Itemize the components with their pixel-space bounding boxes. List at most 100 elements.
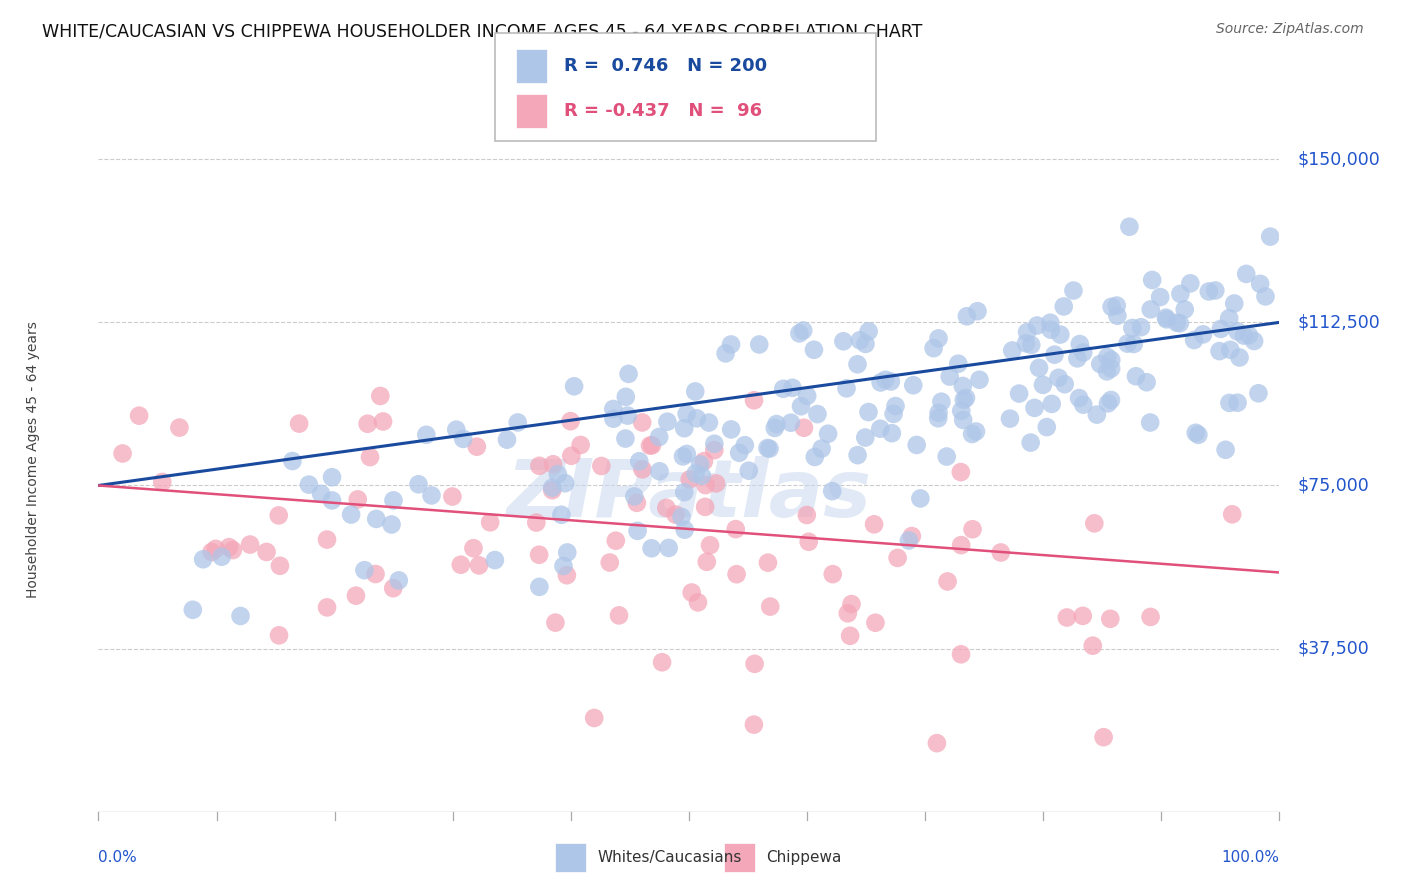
Point (695, 478, 717, 492)
Point (599, 556, 621, 570)
Point (657, 415, 679, 429)
Point (998, 411, 1021, 425)
Point (446, 423, 468, 437)
Point (869, 376, 891, 390)
Point (853, 431, 876, 445)
Point (560, 414, 582, 428)
Point (648, 464, 671, 478)
Point (111, 446, 134, 460)
Text: Householder Income Ages 45 - 64 years: Householder Income Ages 45 - 64 years (27, 321, 41, 598)
Point (1198, 285, 1220, 299)
Point (321, 470, 343, 484)
Point (468, 558, 491, 573)
Point (555, 545, 578, 559)
Point (765, 417, 787, 431)
Point (626, 524, 648, 538)
Point (1019, 338, 1042, 352)
Point (1040, 397, 1063, 411)
Point (759, 599, 782, 614)
Point (905, 438, 928, 452)
Point (382, 493, 405, 508)
Point (763, 421, 786, 435)
Point (686, 595, 709, 609)
Point (371, 414, 394, 428)
Point (839, 629, 862, 643)
Point (316, 600, 339, 615)
Point (641, 438, 664, 452)
Point (617, 367, 640, 381)
Point (340, 508, 363, 522)
Point (841, 597, 863, 611)
Point (782, 381, 804, 395)
Point (527, 548, 550, 562)
Point (1125, 369, 1147, 384)
Text: $150,000: $150,000 (1298, 150, 1379, 169)
Point (1053, 300, 1076, 314)
Point (1218, 311, 1240, 326)
Point (1049, 327, 1071, 342)
Point (1071, 608, 1094, 623)
Point (631, 416, 654, 430)
Point (239, 538, 262, 552)
Point (1099, 353, 1122, 368)
Point (1085, 408, 1108, 422)
Point (883, 407, 905, 421)
Point (837, 607, 859, 621)
Point (555, 568, 578, 582)
Text: Whites/Caucasians: Whites/Caucasians (598, 850, 742, 865)
Point (638, 439, 661, 453)
Point (211, 549, 233, 564)
Point (288, 417, 311, 431)
Point (810, 442, 832, 456)
Point (821, 567, 844, 582)
Point (935, 450, 957, 464)
Point (952, 379, 974, 393)
Point (655, 500, 678, 515)
Text: $75,000: $75,000 (1298, 476, 1369, 494)
Point (792, 324, 814, 338)
Point (804, 450, 827, 464)
Point (1026, 318, 1049, 333)
Point (685, 467, 707, 481)
Text: R = -0.437   N =  96: R = -0.437 N = 96 (564, 102, 762, 120)
Point (382, 581, 405, 595)
Point (1028, 360, 1050, 375)
Point (569, 438, 592, 452)
Point (218, 540, 240, 554)
Point (602, 402, 624, 417)
Point (524, 516, 547, 530)
Point (1168, 316, 1191, 330)
Point (1066, 351, 1088, 366)
Point (1154, 310, 1177, 325)
Point (699, 538, 721, 552)
Point (806, 407, 828, 421)
Point (388, 574, 411, 588)
Point (408, 477, 430, 491)
Point (671, 509, 693, 524)
Point (353, 563, 375, 577)
Point (1180, 277, 1202, 291)
Point (966, 304, 988, 318)
Point (1237, 328, 1260, 343)
Point (614, 390, 637, 404)
Point (1015, 336, 1038, 351)
Point (560, 449, 582, 463)
Point (550, 508, 572, 522)
Point (1215, 442, 1237, 457)
Point (675, 407, 697, 421)
Point (1099, 392, 1122, 407)
Point (742, 393, 765, 408)
Point (281, 454, 304, 468)
Point (1254, 289, 1277, 303)
Point (869, 422, 891, 436)
Point (465, 440, 488, 454)
Point (1139, 416, 1161, 430)
Point (554, 476, 576, 491)
Text: Source: ZipAtlas.com: Source: ZipAtlas.com (1216, 22, 1364, 37)
Point (1095, 364, 1118, 378)
Point (1039, 323, 1062, 337)
Point (1001, 343, 1024, 358)
Point (1107, 309, 1129, 323)
Point (673, 523, 696, 537)
Point (1101, 300, 1123, 314)
